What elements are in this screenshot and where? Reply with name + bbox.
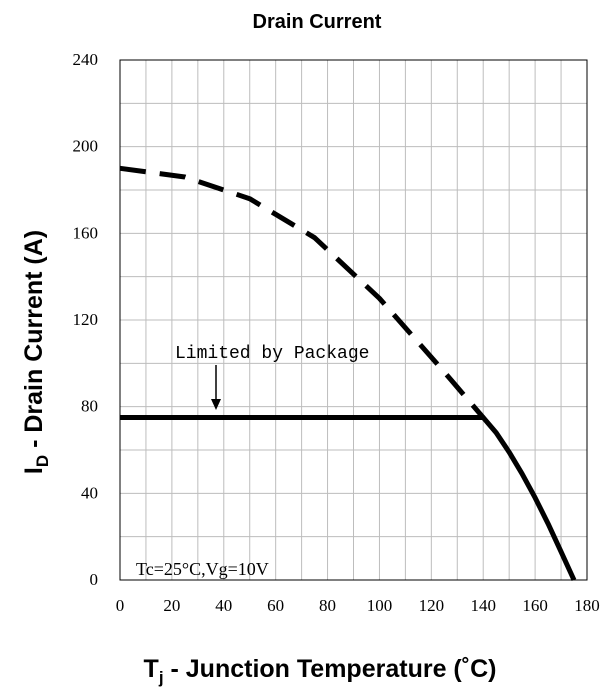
y-axis-title-rest: - Drain Current (A) (20, 230, 48, 455)
series-line-dashed (119, 165, 486, 420)
y-tick-label: 80 (81, 397, 98, 416)
x-tick-label: 160 (522, 596, 548, 615)
y-tick-label: 200 (73, 137, 99, 156)
annotation-test-conditions: Tc=25°C,Vg=10V (136, 559, 269, 579)
annotation-limited-by-package: Limited by Package (175, 344, 369, 364)
x-axis-title: Tj - Junction Temperature (˚C) (144, 655, 497, 687)
y-axis-title-main: I (20, 467, 48, 474)
series-group (119, 165, 577, 582)
x-tick-label: 40 (215, 596, 232, 615)
y-axis-title-sub: D (33, 455, 52, 467)
x-tick-labels: 0 20 40 60 80 100 120 140 160 180 (116, 596, 600, 615)
x-tick-label: 180 (574, 596, 600, 615)
x-tick-label: 60 (267, 596, 284, 615)
x-tick-label: 140 (470, 596, 496, 615)
x-axis-title-main: T (144, 655, 159, 683)
plot-frame (119, 59, 588, 581)
x-axis-title-rest: - Junction Temperature (˚C) (164, 655, 497, 683)
y-tick-labels: 0 40 80 120 160 200 240 (73, 50, 99, 589)
y-tick-label: 120 (73, 310, 99, 329)
x-tick-label: 80 (319, 596, 336, 615)
x-tick-label: 20 (163, 596, 180, 615)
x-tick-label: 0 (116, 596, 125, 615)
y-tick-label: 160 (73, 223, 99, 242)
series-line-solid (120, 415, 577, 582)
x-axis-title-sub: j (158, 668, 164, 687)
y-tick-label: 0 (90, 570, 99, 589)
x-tick-label: 120 (419, 596, 445, 615)
annotation-arrow-head (211, 399, 221, 410)
y-tick-label: 240 (73, 50, 99, 69)
y-axis-title: ID - Drain Current (A) (20, 230, 52, 474)
chart-title: Drain Current (253, 11, 382, 33)
y-tick-label: 40 (81, 483, 98, 502)
grid-lines (119, 59, 588, 581)
package-limit-annotation: Limited by Package (175, 344, 369, 410)
x-tick-label: 100 (367, 596, 393, 615)
